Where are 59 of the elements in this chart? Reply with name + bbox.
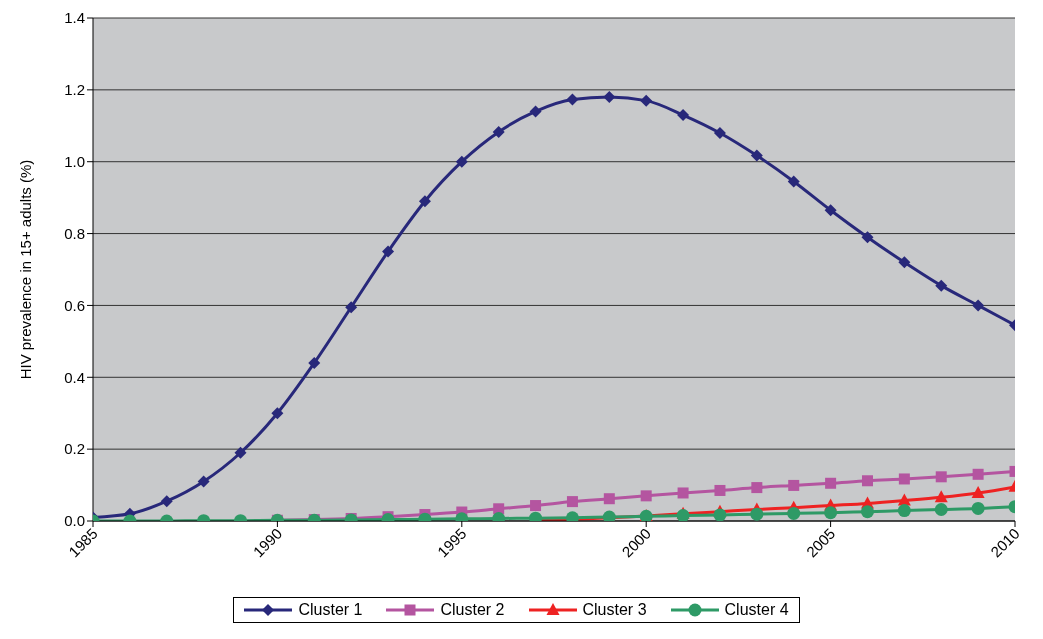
point <box>972 299 985 312</box>
point <box>898 256 911 269</box>
point <box>566 93 579 106</box>
point <box>825 477 837 489</box>
point <box>455 155 468 168</box>
y-tick-label: 0.0 <box>64 512 85 530</box>
point <box>788 479 800 491</box>
point <box>234 446 247 459</box>
point <box>529 105 542 118</box>
legend-label: Cluster 3 <box>582 601 647 619</box>
point <box>714 484 726 496</box>
point <box>640 490 652 502</box>
point <box>971 485 985 498</box>
point <box>271 407 284 420</box>
point <box>603 91 616 104</box>
point <box>197 475 210 488</box>
point <box>713 126 726 139</box>
point <box>492 125 505 138</box>
y-tick-label: 0.4 <box>64 368 85 386</box>
point <box>677 487 689 499</box>
point <box>640 94 653 107</box>
legend-label: Cluster 4 <box>724 601 789 619</box>
point <box>934 503 948 516</box>
point <box>898 473 910 485</box>
y-tick-label: 0.6 <box>64 296 85 314</box>
point <box>935 279 948 292</box>
point <box>750 149 763 162</box>
point <box>713 508 727 521</box>
y-tick-label: 1.0 <box>64 153 85 171</box>
point <box>935 471 947 483</box>
point <box>603 493 615 505</box>
point <box>308 356 321 369</box>
legend-label: Cluster 1 <box>298 601 363 619</box>
point <box>787 506 801 520</box>
point <box>751 482 763 494</box>
point <box>418 195 431 208</box>
y-tick-label: 0.2 <box>64 440 85 458</box>
point <box>934 490 948 503</box>
y-axis-title: HIV prevalence in 15+ adults (%) <box>17 159 35 380</box>
point <box>860 505 874 519</box>
legend-label: Cluster 2 <box>440 601 505 619</box>
point <box>382 245 395 258</box>
point <box>861 475 873 487</box>
point <box>824 506 838 520</box>
point <box>160 495 173 508</box>
point <box>677 109 690 122</box>
y-tick-label: 1.2 <box>64 81 85 99</box>
point <box>824 204 837 217</box>
y-tick-label: 1.4 <box>64 9 85 27</box>
point <box>972 468 984 480</box>
point <box>750 507 764 521</box>
point <box>971 501 985 515</box>
point <box>345 301 358 314</box>
point <box>530 500 542 512</box>
point <box>787 175 800 188</box>
point <box>566 496 578 508</box>
point <box>861 231 874 244</box>
y-tick-label: 0.8 <box>64 224 85 242</box>
point <box>897 504 911 518</box>
